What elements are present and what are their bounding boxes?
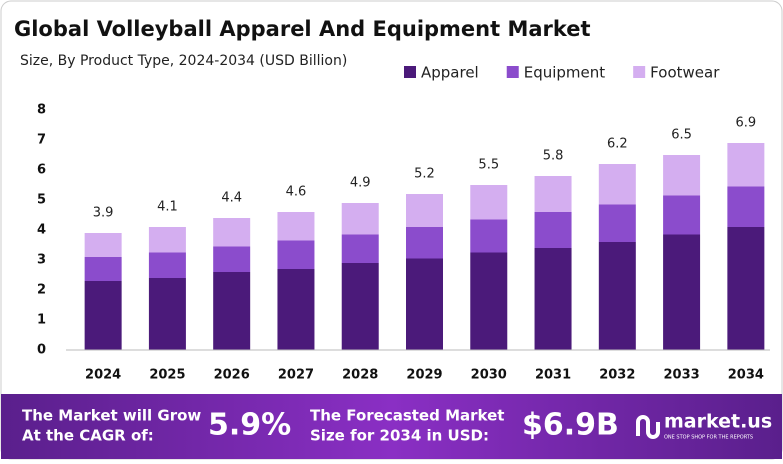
bar-segment — [406, 227, 443, 259]
legend-label: Apparel — [421, 64, 479, 82]
total-label: 4.9 — [350, 176, 371, 191]
bar-segment — [277, 269, 315, 350]
y-tick-label: 6 — [37, 163, 46, 178]
bar-segment — [341, 263, 379, 350]
legend-swatch — [506, 66, 519, 78]
bar-segment — [84, 233, 122, 257]
legend-swatch — [404, 66, 416, 78]
x-tick-label: 2027 — [278, 368, 314, 383]
total-label: 5.2 — [414, 167, 435, 182]
y-tick-label: 0 — [37, 343, 46, 358]
chart-title: Global Volleyball Apparel And Equipment … — [14, 17, 591, 41]
bar-segment — [663, 234, 701, 350]
bar-segment — [277, 212, 315, 241]
total-label: 6.5 — [671, 128, 692, 143]
x-tick-label: 2025 — [149, 368, 185, 383]
x-tick-label: 2033 — [663, 368, 699, 383]
x-tick-label: 2028 — [342, 368, 378, 383]
bar-segment — [727, 227, 765, 350]
forecast-text: The Forecasted Market — [310, 407, 504, 425]
total-label: 3.9 — [93, 206, 114, 221]
footer-banner — [1, 394, 782, 459]
y-tick-label: 7 — [37, 133, 46, 148]
bar-segment — [470, 219, 508, 253]
logo-icon — [636, 415, 660, 439]
bar-segment — [406, 258, 443, 350]
bar-segment — [534, 212, 572, 248]
y-tick-label: 3 — [37, 253, 46, 268]
total-label: 4.1 — [157, 200, 178, 215]
bar-segment — [534, 176, 572, 212]
legend-swatch — [633, 66, 646, 78]
total-label: 4.6 — [286, 185, 307, 200]
bar-segment — [341, 234, 379, 263]
total-label: 4.4 — [221, 191, 242, 206]
cagr-text: At the CAGR of: — [22, 427, 154, 445]
bar-segment — [727, 143, 765, 187]
bar-segment — [148, 278, 186, 350]
bar-segment — [598, 164, 636, 205]
x-tick-label: 2032 — [599, 368, 635, 383]
bar-segment — [213, 218, 251, 247]
x-tick-label: 2031 — [535, 368, 571, 383]
x-tick-label: 2029 — [406, 368, 442, 383]
bar-segment — [213, 272, 251, 350]
bar-segment — [277, 240, 315, 269]
bar-segment — [470, 252, 508, 350]
forecast-value: $6.9B — [522, 408, 619, 443]
bar-segment — [534, 248, 572, 350]
x-tick-label: 2034 — [728, 368, 764, 383]
cagr-text: The Market will Grow — [22, 407, 201, 425]
bar-segment — [148, 252, 186, 278]
bar-segment — [84, 281, 122, 350]
legend-label: Equipment — [524, 64, 606, 82]
total-label: 6.9 — [736, 116, 757, 131]
total-label: 6.2 — [607, 137, 628, 152]
y-tick-label: 1 — [37, 313, 46, 328]
x-tick-label: 2030 — [471, 368, 507, 383]
plot: 0 1 2 3 4 5 6 7 8 3.9 2024 4.1 2025 4.4 2026 4.6 2027 4.9… — [37, 103, 765, 383]
forecast-text: Size for 2034 in USD: — [310, 427, 489, 445]
chart-subtitle: Size, By Product Type, 2024-2034 (USD Bi… — [20, 53, 347, 69]
y-tick-label: 4 — [37, 223, 46, 238]
total-label: 5.8 — [543, 149, 564, 164]
cagr-value: 5.9% — [208, 408, 291, 443]
x-tick-label: 2026 — [214, 368, 250, 383]
brand: market.us — [664, 411, 772, 433]
bar-segment — [84, 257, 122, 281]
bar-segment — [470, 185, 508, 220]
y-tick-label: 2 — [37, 283, 46, 298]
total-label: 5.5 — [478, 158, 499, 173]
bar-segment — [663, 155, 701, 196]
y-tick-label: 8 — [37, 103, 46, 118]
bar-segment — [663, 195, 701, 235]
bar-segment — [406, 194, 443, 227]
y-tick-label: 5 — [37, 193, 46, 208]
bar-segment — [341, 203, 379, 235]
tagline: ONE STOP SHOP FOR THE REPORTS — [664, 435, 753, 441]
legend: Apparel Equipment Footwear — [404, 64, 720, 82]
x-tick-label: 2024 — [85, 368, 121, 383]
legend-label: Footwear — [650, 64, 720, 82]
bar-segment — [598, 204, 636, 242]
bar-segment — [727, 186, 765, 227]
bar-segment — [598, 242, 636, 350]
bar-segment — [148, 227, 186, 253]
bar-segment — [213, 246, 251, 272]
